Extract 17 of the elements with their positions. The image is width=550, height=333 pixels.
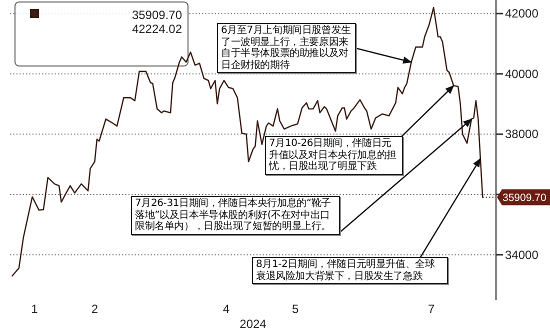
y-tick-label: 40000 [505, 66, 539, 81]
x-tick-label: 5 [292, 302, 300, 316]
x-tick-label: 4 [222, 302, 230, 316]
annotation: 6月至7月上旬期间日股曾发生了一波明显上行，主要原因来自于半导体股票的助推以及对日企财报的期待 [217, 23, 356, 73]
x-tick-label: 2 [91, 302, 98, 316]
annotation: 8月1-2日期间，伴随日元明显升值、全球衰退风险加大背景下，日股发生了急跌 [252, 257, 448, 284]
annotation: 35909.70 [132, 8, 182, 22]
annotation: 7月26-31日期间，伴随日本央行加息的“靴子落地”以及日本半导体股的利好(不在对中出口限制名单内），日股出现了短暂的明显上行。 [131, 196, 340, 234]
annotation: 42224.02 [132, 22, 182, 36]
annotation: 35909.70 [502, 192, 546, 204]
y-tick-label: 34000 [505, 248, 539, 262]
x-axis-title: 2024 [240, 317, 267, 331]
y-tick-label: 38000 [505, 127, 539, 142]
x-tick-label: 1 [31, 302, 38, 316]
annotation: 7月10-26日期间，伴随日元升值以及对日本央行加息的担忧，日股出现了明显下跌 [265, 136, 403, 174]
x-tick-label: 7 [428, 302, 436, 316]
y-tick-label: 42000 [505, 6, 539, 21]
